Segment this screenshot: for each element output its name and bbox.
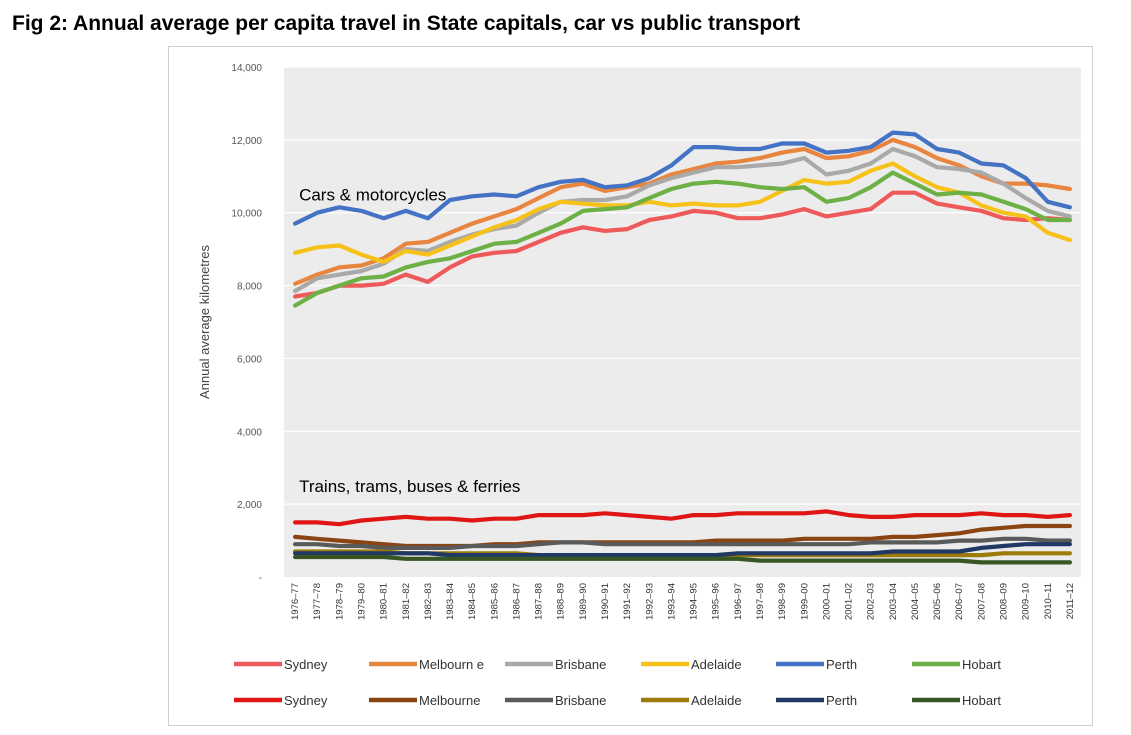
x-tick-label: 1994–95 xyxy=(689,583,700,620)
x-tick-label: 2011–12 xyxy=(1065,583,1076,619)
legend-label: Melbourne xyxy=(419,693,480,708)
x-tick-label: 2001–02 xyxy=(844,583,855,620)
x-tick-label: 1987–88 xyxy=(534,583,545,620)
annotation-public-transport: Trains, trams, buses & ferries xyxy=(299,477,520,496)
y-tick-label: 12,000 xyxy=(231,136,262,147)
x-tick-label: 2002–03 xyxy=(866,583,877,620)
y-tick-label: - xyxy=(259,573,262,584)
x-tick-label: 1990–91 xyxy=(600,583,611,620)
series-line-car-brisbane xyxy=(292,146,1073,294)
y-axis-label: Annual average kilometres xyxy=(197,245,212,399)
x-tick-label: 1988–89 xyxy=(556,583,567,620)
x-tick-label: 1995–96 xyxy=(711,583,722,620)
y-tick-label: 4,000 xyxy=(237,427,262,438)
x-tick-label: 1980–81 xyxy=(379,583,390,620)
x-tick-label: 2004–05 xyxy=(910,583,921,620)
x-tick-label: 2009–10 xyxy=(1021,583,1032,620)
series-line-car-adelaide xyxy=(292,161,1073,264)
y-tick-label: 14,000 xyxy=(231,63,262,74)
x-tick-label: 1996–97 xyxy=(733,583,744,620)
x-tick-label: 2006–07 xyxy=(954,583,965,620)
x-tick-label: 1982–83 xyxy=(423,583,434,620)
legend-label: Sydney xyxy=(284,657,328,672)
plot-area xyxy=(284,67,1081,577)
series-line-pt-hobart xyxy=(292,554,1073,565)
legend-label: Adelaide xyxy=(691,657,742,672)
legend-label: Melbourn e xyxy=(419,657,484,672)
x-tick-label: 1986–87 xyxy=(511,583,522,620)
x-tick-label: 2005–06 xyxy=(932,583,943,620)
figure-title: Fig 2: Annual average per capita travel … xyxy=(12,12,801,35)
x-tick-label: 1976–77 xyxy=(290,583,301,620)
x-tick-label: 1989–90 xyxy=(578,583,589,620)
x-tick-label: 1993–94 xyxy=(666,583,677,620)
x-tick-label: 1991–92 xyxy=(622,583,633,620)
y-tick-label: 8,000 xyxy=(237,282,262,293)
legend-label: Hobart xyxy=(962,657,1001,672)
series-line-car-hobart xyxy=(292,170,1073,308)
y-tick-label: 2,000 xyxy=(237,500,262,511)
series-line-car-sydney xyxy=(292,190,1073,299)
series-line-pt-sydney xyxy=(292,509,1073,527)
annotation-cars: Cars & motorcycles xyxy=(299,186,446,205)
x-tick-label: 2007–08 xyxy=(976,583,987,620)
x-tick-label: 1984–85 xyxy=(467,583,478,620)
x-tick-label: 1979–80 xyxy=(356,583,367,620)
legend-label: Brisbane xyxy=(555,693,606,708)
legend-label: Adelaide xyxy=(691,693,742,708)
legend-label: Perth xyxy=(826,657,857,672)
chart-frame: -2,000 4,000 6,000 8,000 10,000 12,000 14,000 … xyxy=(168,46,1093,726)
y-tick-label: 10,000 xyxy=(231,209,262,220)
x-tick-label: 2010–11 xyxy=(1043,583,1054,619)
x-tick-label: 1992–93 xyxy=(644,583,655,620)
x-tick-label: 1998–99 xyxy=(777,583,788,620)
x-tick-label: 1985–86 xyxy=(489,583,500,620)
series-line-pt-brisbane xyxy=(292,536,1073,550)
chart: -2,0004,0006,0008,00010,00012,00014,000 … xyxy=(197,63,1081,708)
legend-label: Perth xyxy=(826,693,857,708)
x-tick-label: 2003–04 xyxy=(888,583,899,620)
x-tick-label: 1981–82 xyxy=(401,583,412,620)
x-tick-label: 1978–79 xyxy=(334,583,345,620)
legend-label: Brisbane xyxy=(555,657,606,672)
x-tick-label: 1977–78 xyxy=(312,583,323,620)
series-line-car-perth xyxy=(292,130,1073,226)
y-tick-label: 6,000 xyxy=(237,354,262,365)
x-tick-label: 1997–98 xyxy=(755,583,766,620)
x-tick-label: 2000–01 xyxy=(821,583,832,620)
x-tick-label: 1999–00 xyxy=(799,583,810,620)
x-tick-label: 1983–84 xyxy=(445,583,456,620)
x-tick-label: 2008–09 xyxy=(999,583,1010,620)
legend-label: Hobart xyxy=(962,693,1001,708)
series-line-car-melbourne xyxy=(292,137,1073,286)
legend-label: Sydney xyxy=(284,693,328,708)
series-line-pt-perth xyxy=(292,542,1073,558)
